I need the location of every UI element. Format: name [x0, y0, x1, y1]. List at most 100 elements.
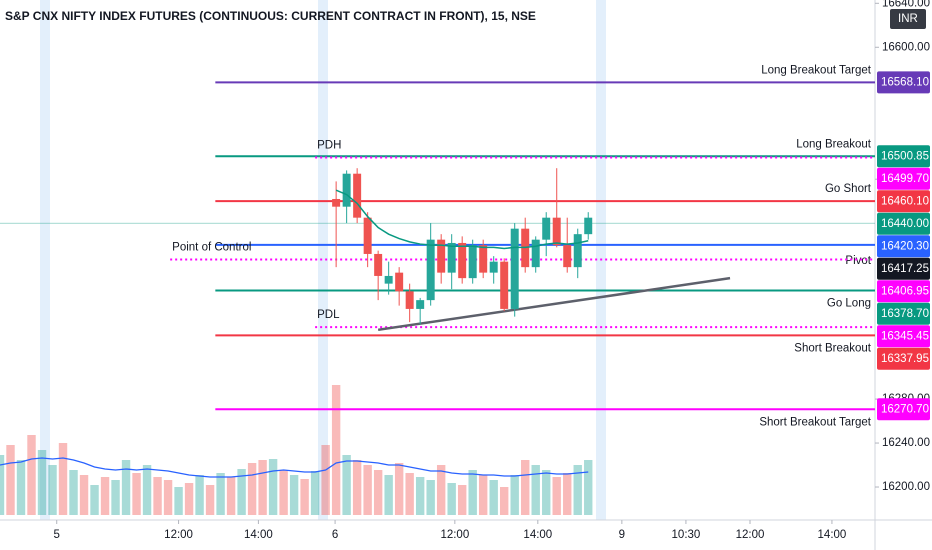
price-label-bg: [877, 398, 930, 421]
y-tick-label: 16600.00: [882, 41, 930, 53]
y-tick-label: 16200.00: [882, 481, 930, 493]
price-label-bg: [877, 325, 930, 348]
volume-bar: [121, 460, 131, 515]
volume-bar: [310, 471, 320, 515]
session-band: [318, 0, 328, 520]
volume-bar: [100, 477, 110, 515]
candle-body: [552, 217, 561, 246]
candle-body: [542, 217, 551, 240]
volume-bar: [394, 463, 404, 515]
candle-body: [395, 272, 404, 292]
candle-body: [584, 217, 593, 235]
price-label-bg: [877, 257, 930, 280]
candle-body: [510, 228, 519, 309]
x-tick-label: 9: [619, 529, 625, 541]
price-label-bg: [877, 167, 930, 190]
volume-bar: [478, 475, 488, 515]
volume-bar: [216, 473, 225, 515]
x-tick-label: 12:00: [440, 529, 469, 541]
level-name: Short Breakout: [794, 342, 872, 354]
candle-body: [342, 173, 351, 207]
y-tick-label: 16640.00: [882, 0, 930, 9]
level-name: PDL: [317, 309, 340, 321]
level-name: Go Short: [825, 183, 872, 195]
price-label: 16417.25: [881, 263, 929, 275]
candle-body: [458, 242, 467, 279]
price-label-bg: [877, 190, 930, 213]
candle-body: [405, 291, 414, 309]
volume-bar: [205, 485, 215, 515]
price-label: 16345.45: [881, 330, 929, 342]
price-label: 16406.95: [881, 285, 929, 297]
x-tick-label: 10:30: [672, 529, 701, 541]
candle-body: [468, 245, 477, 279]
price-label: 16337.95: [881, 353, 929, 365]
volume-bar: [268, 459, 278, 515]
volume-bar: [237, 469, 246, 515]
volume-bar: [90, 485, 99, 515]
candle-body: [563, 245, 572, 268]
price-label: 16500.85: [881, 150, 929, 162]
moving-average: [335, 189, 589, 250]
candle-body: [384, 275, 393, 284]
volume-bar: [6, 445, 15, 515]
price-label: 16499.70: [881, 173, 929, 185]
candle-body: [374, 253, 383, 276]
volume-bar: [321, 445, 330, 515]
volume-bar: [153, 477, 162, 515]
volume-bar: [258, 460, 267, 515]
price-label-bg: [877, 347, 930, 370]
candle-body: [500, 261, 509, 309]
volume-bar: [111, 480, 120, 515]
x-tick-label: 14:00: [244, 529, 273, 541]
volume-bar: [279, 470, 288, 515]
candle-body: [479, 245, 488, 273]
volume-bar: [573, 465, 582, 515]
candle-body: [426, 239, 435, 301]
volume-bar: [163, 480, 173, 515]
volume-bar: [37, 450, 47, 515]
price-label-bg: [877, 212, 930, 235]
price-label-bg: [877, 302, 930, 325]
volume-ma: [0, 457, 589, 478]
volume-bar: [426, 480, 435, 515]
volume-bar: [184, 483, 194, 515]
x-tick-label: 6: [332, 529, 338, 541]
volume-bar: [510, 475, 519, 515]
volume-bar: [415, 477, 425, 515]
volume-bar: [531, 465, 540, 515]
candle-body: [447, 242, 456, 273]
plot: Long Breakout Target Long Breakout PDH Go S…: [0, 64, 875, 515]
price-label: 16378.70: [881, 308, 929, 320]
volume-bar: [457, 485, 467, 515]
volume-bar: [300, 479, 309, 515]
volume-bar: [132, 473, 141, 515]
y-tick-label: 16240.00: [882, 437, 930, 449]
trendline: [377, 276, 731, 332]
level-name: Long Breakout: [796, 138, 872, 150]
price-label: 16420.30: [881, 240, 929, 252]
volume-bar: [342, 455, 351, 515]
x-tick-label: 5: [54, 529, 60, 541]
currency-badge: [890, 9, 926, 29]
level-name: PDH: [317, 140, 341, 152]
candle-body: [489, 261, 498, 273]
level-name: Long Breakout Target: [761, 64, 872, 76]
candle-body: [531, 239, 540, 268]
volume-bar: [384, 475, 393, 515]
candle-body: [332, 198, 341, 207]
volume-bar: [468, 470, 477, 515]
candle-body: [363, 217, 372, 254]
volume-bar: [16, 460, 26, 515]
price-label: 16568.10: [881, 76, 929, 88]
volume-bar: [195, 475, 204, 515]
level-name: Short Breakout Target: [759, 416, 871, 428]
candle-body: [573, 234, 582, 268]
volume-bar: [436, 465, 446, 515]
volume-bar: [352, 460, 362, 515]
volume-bar: [500, 487, 509, 515]
volume-bar: [447, 483, 456, 515]
volume-bar: [373, 470, 383, 515]
volume-bar: [405, 473, 414, 515]
